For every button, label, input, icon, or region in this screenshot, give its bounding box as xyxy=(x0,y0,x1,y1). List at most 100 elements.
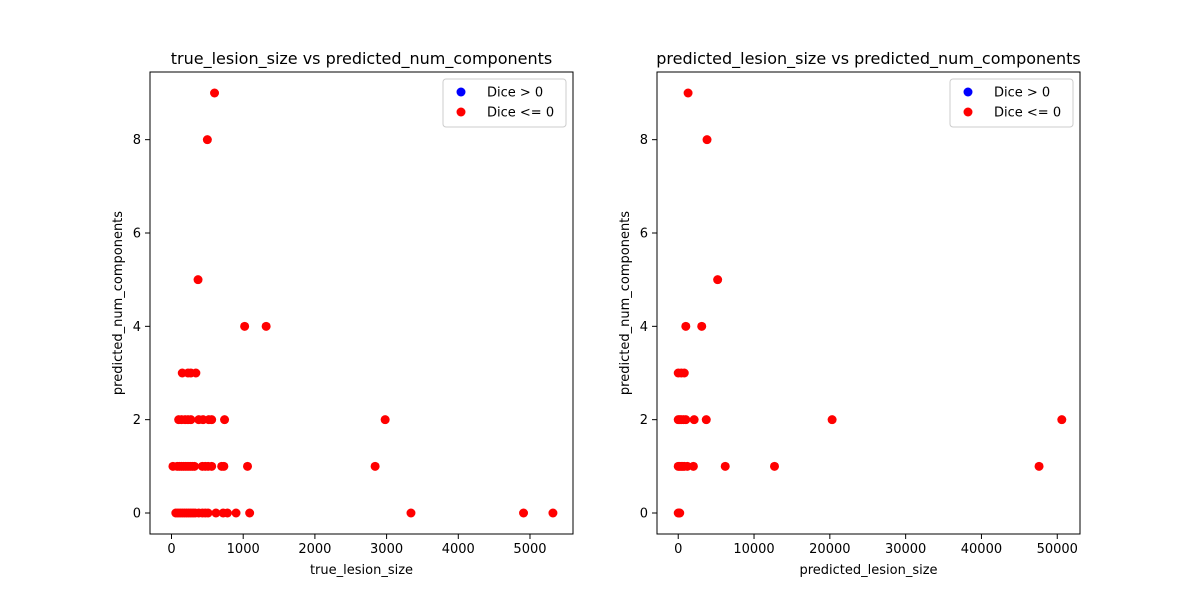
axes-frame xyxy=(149,71,574,535)
x-tick-label: 40000 xyxy=(961,542,1002,557)
scatter-point xyxy=(191,368,201,378)
x-tick-label: 50000 xyxy=(1037,542,1078,557)
y-tick-label: 0 xyxy=(640,507,648,522)
x-tick: 2000 xyxy=(298,534,331,557)
x-tick-label: 1000 xyxy=(227,542,260,557)
legend-marker xyxy=(963,87,973,97)
scatter-point xyxy=(548,508,558,518)
x-tick-label: 5000 xyxy=(513,542,546,557)
x-tick: 1000 xyxy=(227,534,260,557)
chart-title: predicted_lesion_size vs predicted_num_c… xyxy=(656,49,1081,69)
y-tick-label: 0 xyxy=(133,507,141,522)
y-tick-label: 4 xyxy=(133,320,141,335)
legend-label: Dice <= 0 xyxy=(994,106,1061,121)
scatter-point xyxy=(203,508,213,518)
scatter-point xyxy=(702,135,712,145)
legend-box xyxy=(949,78,1074,128)
scatter-point xyxy=(713,275,723,285)
y-tick-label: 4 xyxy=(640,320,648,335)
y-axis-label: predicted_num_components xyxy=(618,211,633,395)
scatter-point xyxy=(261,321,271,331)
scatter-point xyxy=(406,508,416,518)
legend-label: Dice > 0 xyxy=(994,86,1050,101)
x-tick: 4000 xyxy=(442,534,475,557)
scatter-point xyxy=(202,135,212,145)
scatter-point xyxy=(675,508,685,518)
legend-box xyxy=(442,78,567,128)
scatter-point xyxy=(243,461,253,471)
x-tick-label: 0 xyxy=(674,542,682,557)
scatter-point xyxy=(370,461,380,471)
x-tick-label: 2000 xyxy=(298,542,331,557)
scatter-point xyxy=(219,461,229,471)
scatter-point xyxy=(827,415,837,425)
y-tick: 4 xyxy=(640,320,657,335)
x-tick: 30000 xyxy=(885,534,926,557)
scatter-point xyxy=(697,321,707,331)
y-tick-label: 8 xyxy=(133,133,141,148)
x-tick: 40000 xyxy=(961,534,1002,557)
scatter-points xyxy=(168,88,558,518)
x-tick: 5000 xyxy=(513,534,547,557)
legend: Dice > 0 Dice <= 0 xyxy=(949,78,1074,128)
scatter-point xyxy=(701,415,711,425)
x-tick: 0 xyxy=(167,534,176,557)
right-scatter-panel: 0 10000 20000 30000 40000 50000 0 2 4 6 8 predicted… xyxy=(618,49,1081,578)
scatter-point xyxy=(231,508,241,518)
y-tick-label: 6 xyxy=(133,227,141,242)
scatter-point xyxy=(220,415,230,425)
x-tick-label: 30000 xyxy=(885,542,926,557)
scatter-point xyxy=(193,275,203,285)
y-tick: 6 xyxy=(133,227,150,242)
scatter-point xyxy=(1034,461,1044,471)
scatter-point xyxy=(519,508,529,518)
left-scatter-panel: 0 1000 2000 3000 4000 5000 0 2 4 6 8 true_lesion_si… xyxy=(111,49,574,578)
y-tick-label: 6 xyxy=(640,227,648,242)
x-tick-label: 3000 xyxy=(370,542,403,557)
x-axis-label: true_lesion_size xyxy=(310,563,413,578)
y-tick-label: 2 xyxy=(640,413,648,428)
scatter-point xyxy=(207,415,217,425)
y-tick: 0 xyxy=(640,507,657,522)
y-tick-label: 2 xyxy=(133,413,141,428)
x-tick: 0 xyxy=(674,534,682,557)
scatter-point xyxy=(210,88,220,98)
scatter-point xyxy=(380,415,390,425)
y-tick: 6 xyxy=(640,227,657,242)
y-tick: 4 xyxy=(133,320,150,335)
scatter-point xyxy=(683,88,693,98)
x-tick-label: 10000 xyxy=(733,542,774,557)
x-tick-label: 0 xyxy=(167,542,175,557)
y-tick: 0 xyxy=(133,507,150,522)
chart-title: true_lesion_size vs predicted_num_compon… xyxy=(171,49,552,69)
scatter-point xyxy=(681,321,691,331)
y-tick: 8 xyxy=(640,133,657,148)
scatter-point xyxy=(189,461,199,471)
scatter-point xyxy=(720,461,730,471)
scatter-point xyxy=(245,508,255,518)
axes-frame xyxy=(656,71,1081,535)
scatter-point xyxy=(681,415,691,425)
legend-label: Dice <= 0 xyxy=(487,106,554,121)
x-tick: 3000 xyxy=(370,534,403,557)
scatter-point xyxy=(207,461,217,471)
legend-marker xyxy=(456,87,466,97)
x-tick-label: 20000 xyxy=(809,542,850,557)
x-tick-label: 4000 xyxy=(442,542,475,557)
y-axis-label: predicted_num_components xyxy=(111,211,126,395)
scatter-points xyxy=(673,88,1067,518)
scatter-point xyxy=(770,461,779,471)
scatter-point xyxy=(211,508,221,518)
x-tick: 10000 xyxy=(733,534,775,557)
x-tick: 50000 xyxy=(1037,534,1078,557)
scatter-point xyxy=(688,461,698,471)
y-tick-label: 8 xyxy=(640,133,648,148)
scatter-point xyxy=(222,508,232,518)
scatter-point xyxy=(1057,415,1067,425)
x-axis-label: predicted_lesion_size xyxy=(799,563,937,578)
y-tick: 2 xyxy=(640,413,657,428)
scatter-point xyxy=(186,415,196,425)
x-tick: 20000 xyxy=(809,534,851,557)
y-tick: 8 xyxy=(133,133,150,148)
